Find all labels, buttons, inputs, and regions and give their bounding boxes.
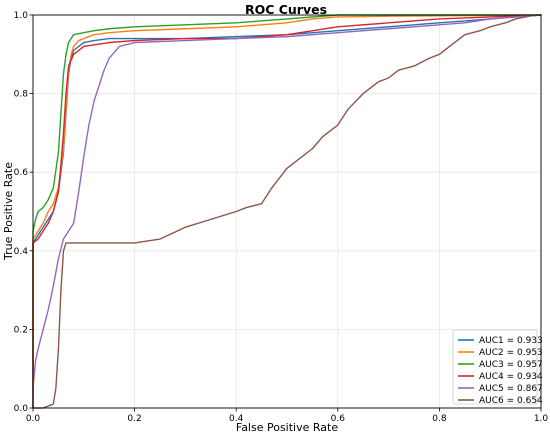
series-line-auc1 <box>32 14 542 409</box>
legend-label: AUC6 = 0.654 <box>479 396 543 406</box>
y-tick-label: 0.0 <box>14 404 29 414</box>
y-tick-label: 1.0 <box>14 11 29 21</box>
series-line-auc5 <box>32 14 542 409</box>
plot-frame <box>32 14 542 409</box>
legend-label: AUC5 = 0.867 <box>479 384 543 394</box>
series-line-auc6 <box>32 14 542 409</box>
legend-label: AUC4 = 0.934 <box>479 372 543 382</box>
y-tick-label: 0.4 <box>14 247 29 257</box>
x-axis-ticks: 0.0 0.2 0.4 0.6 0.8 1.0 <box>26 408 549 424</box>
legend-label: AUC1 = 0.933 <box>479 336 543 346</box>
y-axis-ticks: 0.0 0.2 0.4 0.6 0.8 1.0 <box>14 11 33 414</box>
series-line-auc4 <box>32 14 542 409</box>
legend-label: AUC2 = 0.953 <box>479 348 543 358</box>
legend: AUC1 = 0.933 AUC2 = 0.953 AUC3 = 0.957 AUC4… <box>452 329 543 406</box>
x-tick-label: 0.6 <box>331 414 346 424</box>
x-tick-label: 0.4 <box>229 414 244 424</box>
x-tick-label: 0.0 <box>26 414 41 424</box>
legend-box <box>452 329 538 405</box>
y-tick-label: 0.8 <box>14 90 29 100</box>
series-line-auc2 <box>32 14 542 409</box>
x-tick-label: 1.0 <box>534 414 549 424</box>
x-tick-label: 0.2 <box>127 414 141 424</box>
y-tick-label: 0.2 <box>14 325 28 335</box>
chart-title: ROC Curves <box>245 2 327 17</box>
x-axis-label: False Positive Rate <box>236 421 338 434</box>
legend-label: AUC3 = 0.957 <box>479 360 543 370</box>
y-tick-label: 0.6 <box>14 168 29 178</box>
x-tick-label: 0.8 <box>432 414 447 424</box>
y-axis-label: True Positive Rate <box>2 162 15 261</box>
